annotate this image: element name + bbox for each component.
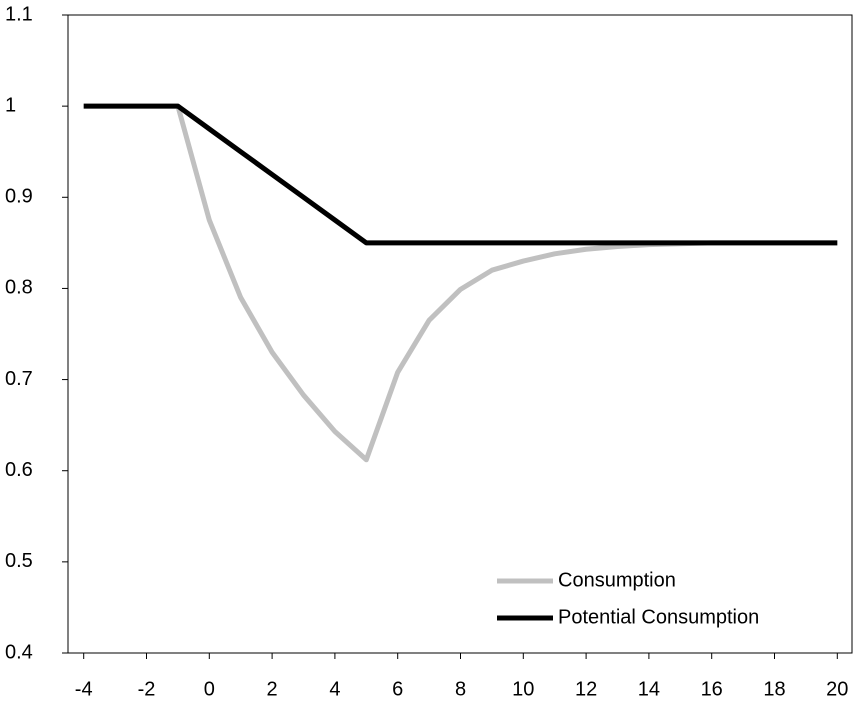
y-tick-label: 0.4 [5, 641, 33, 663]
x-tick-label: 0 [204, 678, 215, 700]
x-tick-label: -2 [138, 678, 156, 700]
y-tick-label: 0.6 [5, 459, 33, 481]
y-tick-label: 0.9 [5, 186, 33, 208]
x-tick-label: 10 [512, 678, 534, 700]
x-tick-label: 6 [392, 678, 403, 700]
y-tick-label: 0.5 [5, 550, 33, 572]
legend-label: Potential Consumption [558, 606, 759, 628]
x-tick-label: 20 [826, 678, 848, 700]
x-tick-label: 16 [701, 678, 723, 700]
x-tick-label: 4 [329, 678, 340, 700]
x-tick-label: 14 [638, 678, 660, 700]
x-tick-label: 18 [763, 678, 785, 700]
y-tick-label: 0.7 [5, 368, 33, 390]
x-tick-label: 2 [267, 678, 278, 700]
y-tick-label: 1.1 [5, 3, 33, 25]
x-tick-label: -4 [75, 678, 93, 700]
x-tick-label: 8 [455, 678, 466, 700]
y-tick-label: 1 [5, 94, 16, 116]
y-tick-label: 0.8 [5, 277, 33, 299]
line-series [83, 103, 838, 463]
legend-label: Consumption [558, 569, 676, 591]
x-tick-label: 12 [575, 678, 597, 700]
line-series [83, 103, 838, 246]
